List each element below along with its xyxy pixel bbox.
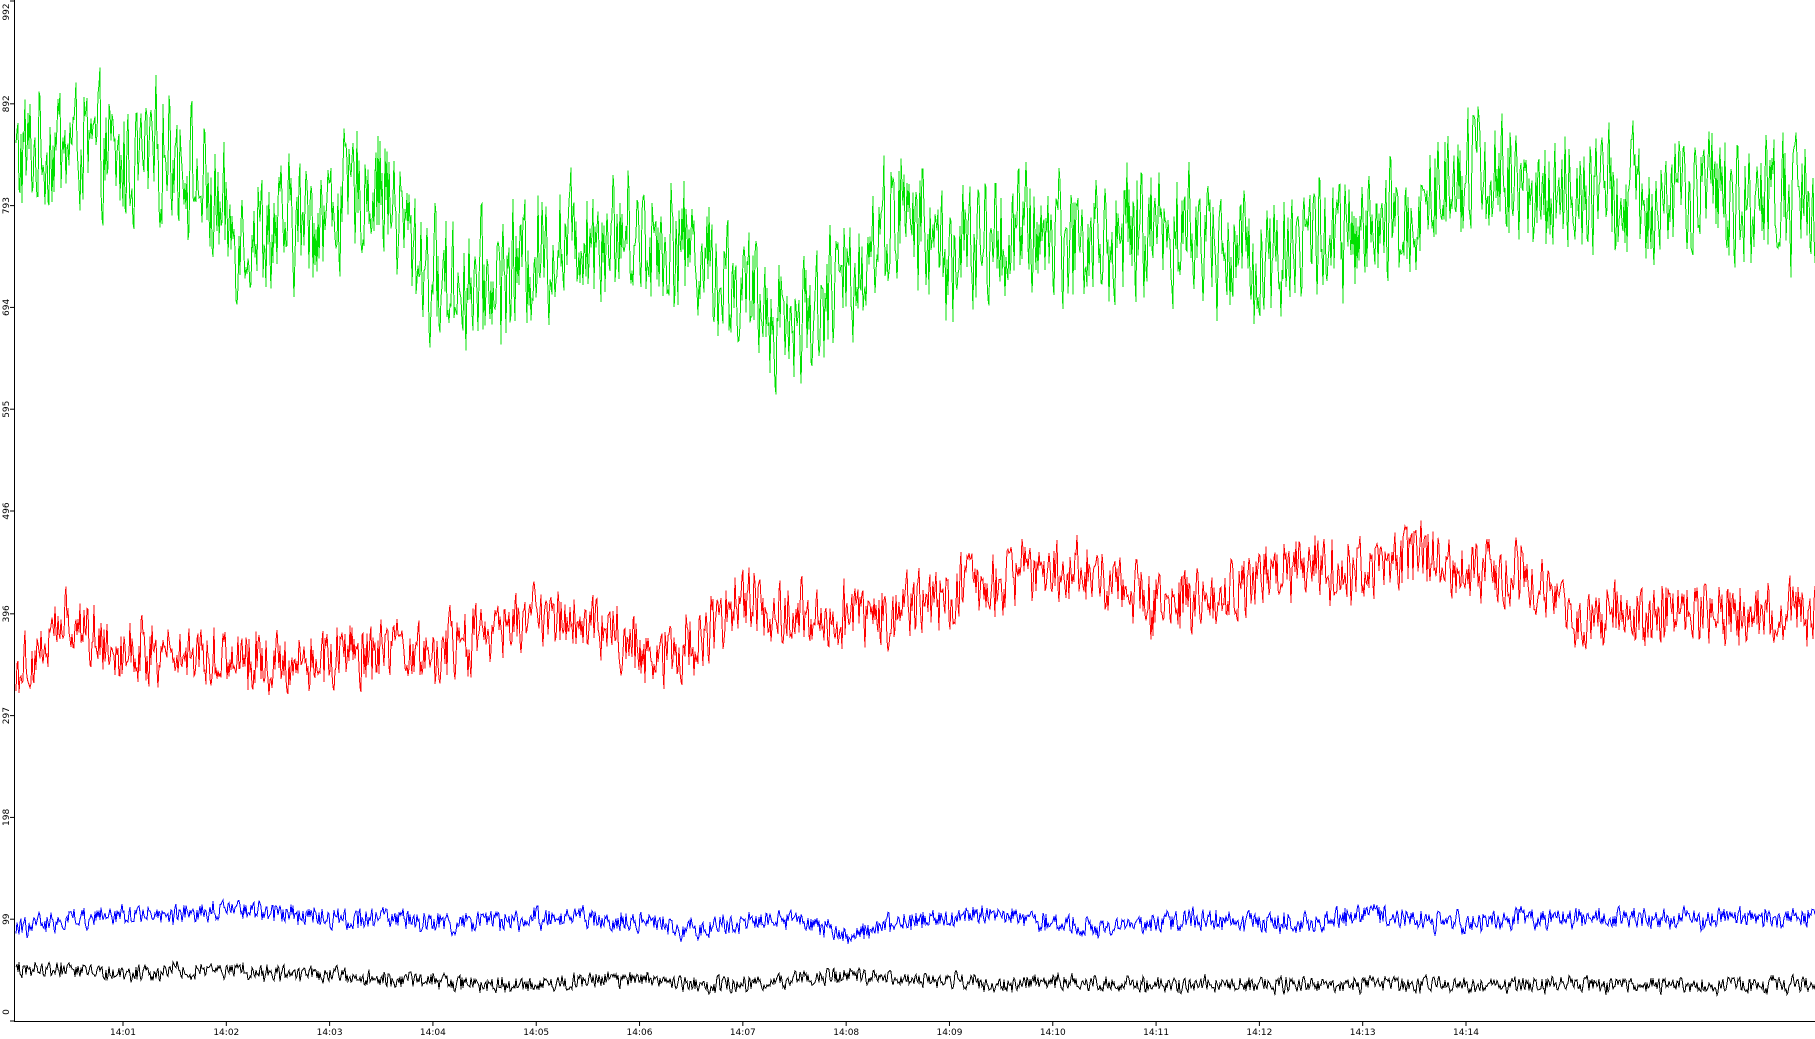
y-tick-label: 297 — [2, 707, 12, 724]
x-tick-label: 14:05 — [523, 1028, 549, 1038]
y-tick-label: 496 — [2, 502, 12, 519]
y-tick-labels: 0 99 198 297 396 496 595 694 793 892 992 — [2, 0, 14, 1022]
x-tick-label: 14:13 — [1350, 1028, 1376, 1038]
series-line-2 — [15, 520, 1815, 696]
x-tick-label: 14:04 — [420, 1028, 446, 1038]
y-tick-label: 992 — [2, 3, 12, 20]
y-tick-label: 396 — [2, 605, 12, 622]
y-tick-label: 793 — [2, 197, 12, 214]
series-line-4 — [15, 960, 1815, 998]
x-tick-label: 14:14 — [1453, 1028, 1479, 1038]
x-tick-label: 14:12 — [1246, 1028, 1272, 1038]
y-tick-label: 99 — [2, 913, 12, 925]
y-tick-label: 198 — [2, 809, 12, 826]
y-tick-label: 0 — [2, 1009, 12, 1015]
axis-layer — [14, 0, 1815, 1022]
x-tick-labels: 14:01 14:02 14:03 14:04 14:05 14:06 14:07 14:08… — [110, 1021, 1479, 1038]
x-tick-label: 14:02 — [213, 1028, 239, 1038]
x-tick-label: 14:03 — [317, 1028, 343, 1038]
x-tick-label: 14:11 — [1143, 1028, 1169, 1038]
series-line-3 — [15, 898, 1815, 944]
y-tick-label: 694 — [2, 299, 12, 316]
x-tick-label: 14:07 — [730, 1028, 756, 1038]
series-layer — [15, 67, 1815, 998]
x-tick-label: 14:08 — [833, 1028, 859, 1038]
x-tick-label: 14:09 — [937, 1028, 963, 1038]
series-line-1 — [15, 67, 1815, 395]
x-tick-label: 14:06 — [627, 1028, 653, 1038]
y-tick-label: 595 — [2, 401, 12, 418]
y-tick-label: 892 — [2, 95, 12, 112]
x-tick-label: 14:01 — [110, 1028, 136, 1038]
x-tick-label: 14:10 — [1040, 1028, 1066, 1038]
